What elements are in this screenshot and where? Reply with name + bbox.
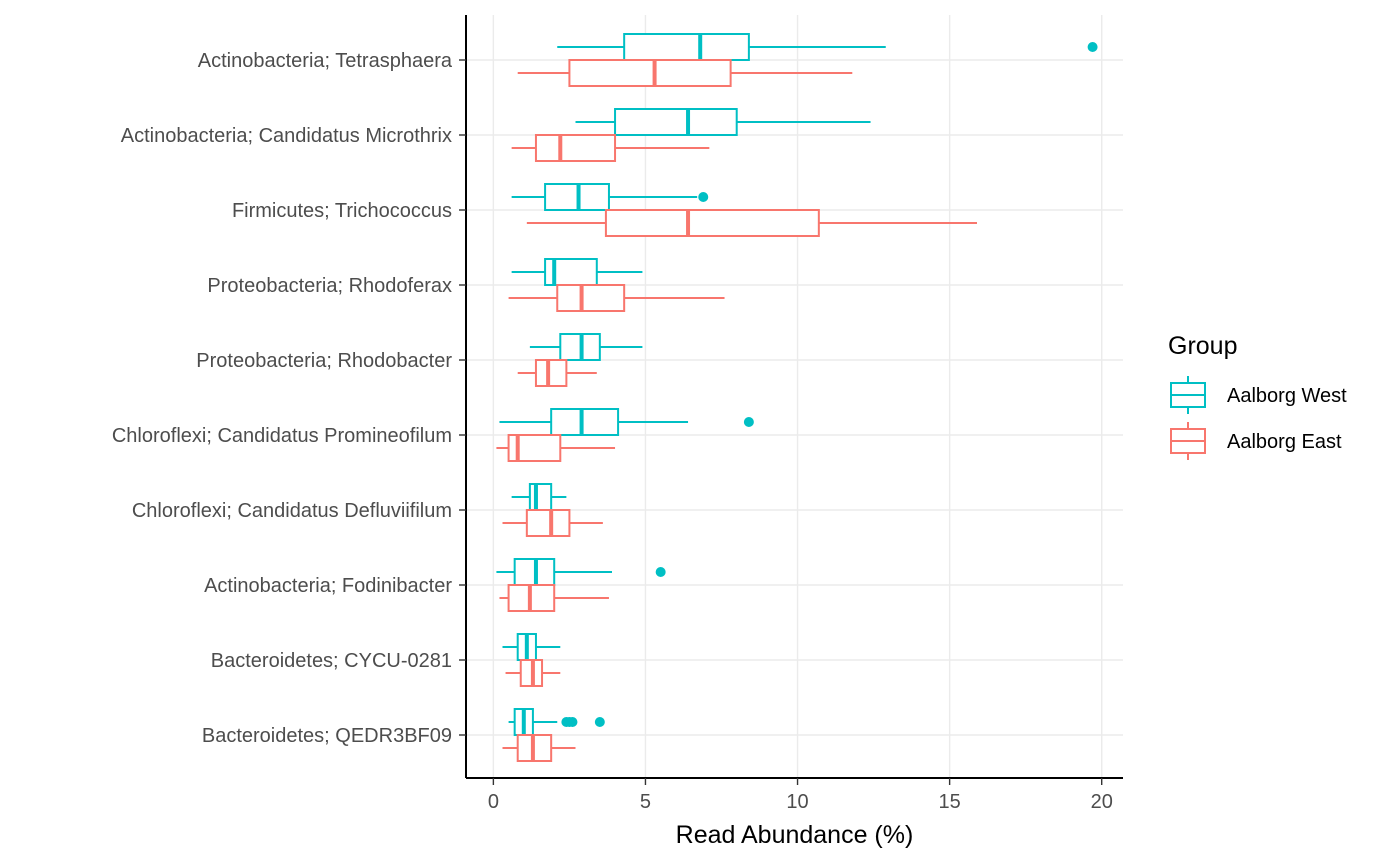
legend-label-0: Aalborg West (1227, 385, 1347, 407)
legend-item-1: Aalborg East (1170, 422, 1342, 460)
x-tick-label-4: 20 (1091, 791, 1113, 813)
box-5-1 (496, 434, 616, 462)
box-0-1 (517, 59, 853, 87)
box-2-1 (526, 209, 977, 237)
box-5-0 (499, 408, 754, 436)
box-9-0 (508, 708, 605, 736)
outlier-point-0 (1087, 42, 1098, 52)
y-tick-label-1: Actinobacteria; Candidatus Microthrix (121, 125, 452, 147)
box-rect (556, 284, 626, 312)
y-tick-label-6: Chloroflexi; Candidatus Defluviifilum (132, 500, 452, 522)
box-9-1 (502, 734, 576, 762)
axes (465, 15, 1123, 779)
box-plots (496, 33, 1098, 762)
box-1-1 (511, 134, 710, 162)
grid-lines (466, 15, 1123, 778)
box-4-1 (517, 359, 597, 387)
outlier-point-3 (594, 717, 605, 727)
outlier-point-0 (655, 567, 666, 577)
box-6-0 (511, 483, 567, 511)
outlier-point-0 (698, 192, 709, 202)
y-tick-label-9: Bacteroidetes; QEDR3BF09 (202, 725, 452, 747)
outlier-point-2 (567, 717, 578, 727)
legend-item-0: Aalborg West (1170, 376, 1347, 414)
x-tick-label-0: 0 (488, 791, 499, 813)
box-2-0 (511, 183, 709, 211)
box-rect (528, 483, 553, 511)
box-0-0 (557, 33, 1098, 61)
legend-label-1: Aalborg East (1227, 431, 1342, 453)
y-tick-label-7: Actinobacteria; Fodinibacter (204, 575, 452, 597)
box-8-0 (502, 633, 561, 661)
y-tick-label-5: Chloroflexi; Candidatus Promineofilum (112, 425, 452, 447)
y-tick-label-3: Proteobacteria; Rhodoferax (207, 275, 452, 297)
box-rect (614, 108, 738, 136)
box-4-0 (529, 333, 643, 361)
box-7-1 (499, 584, 609, 612)
box-3-1 (508, 284, 725, 312)
y-tick-label-0: Actinobacteria; Tetrasphaera (198, 50, 453, 72)
box-rect (568, 59, 732, 87)
y-tick-label-4: Proteobacteria; Rhodobacter (196, 350, 452, 372)
box-rect (623, 33, 750, 61)
box-rect (604, 209, 820, 237)
legend: Group Aalborg West Aalborg East (1168, 332, 1347, 460)
x-tick-label-2: 10 (786, 791, 808, 813)
x-tick-label-1: 5 (640, 791, 651, 813)
box-8-1 (505, 659, 561, 687)
y-tick-label-8: Bacteroidetes; CYCU-0281 (211, 650, 452, 672)
box-7-0 (496, 558, 666, 586)
y-axis-ticks: Actinobacteria; Tetrasphaera Actinobacter… (112, 50, 466, 747)
box-3-0 (511, 258, 643, 286)
box-1-0 (575, 108, 871, 136)
x-tick-label-3: 15 (939, 791, 961, 813)
box-rect (550, 408, 620, 436)
x-axis-ticks: 0 5 10 15 20 (488, 778, 1113, 813)
box-6-1 (502, 509, 603, 537)
x-axis-title: Read Abundance (%) (676, 821, 914, 849)
box-rect (534, 134, 617, 162)
box-rect (525, 509, 571, 537)
y-tick-label-2: Firmicutes; Trichococcus (232, 200, 452, 222)
legend-title: Group (1168, 332, 1237, 360)
box-rect (534, 359, 568, 387)
outlier-point-0 (743, 417, 754, 427)
